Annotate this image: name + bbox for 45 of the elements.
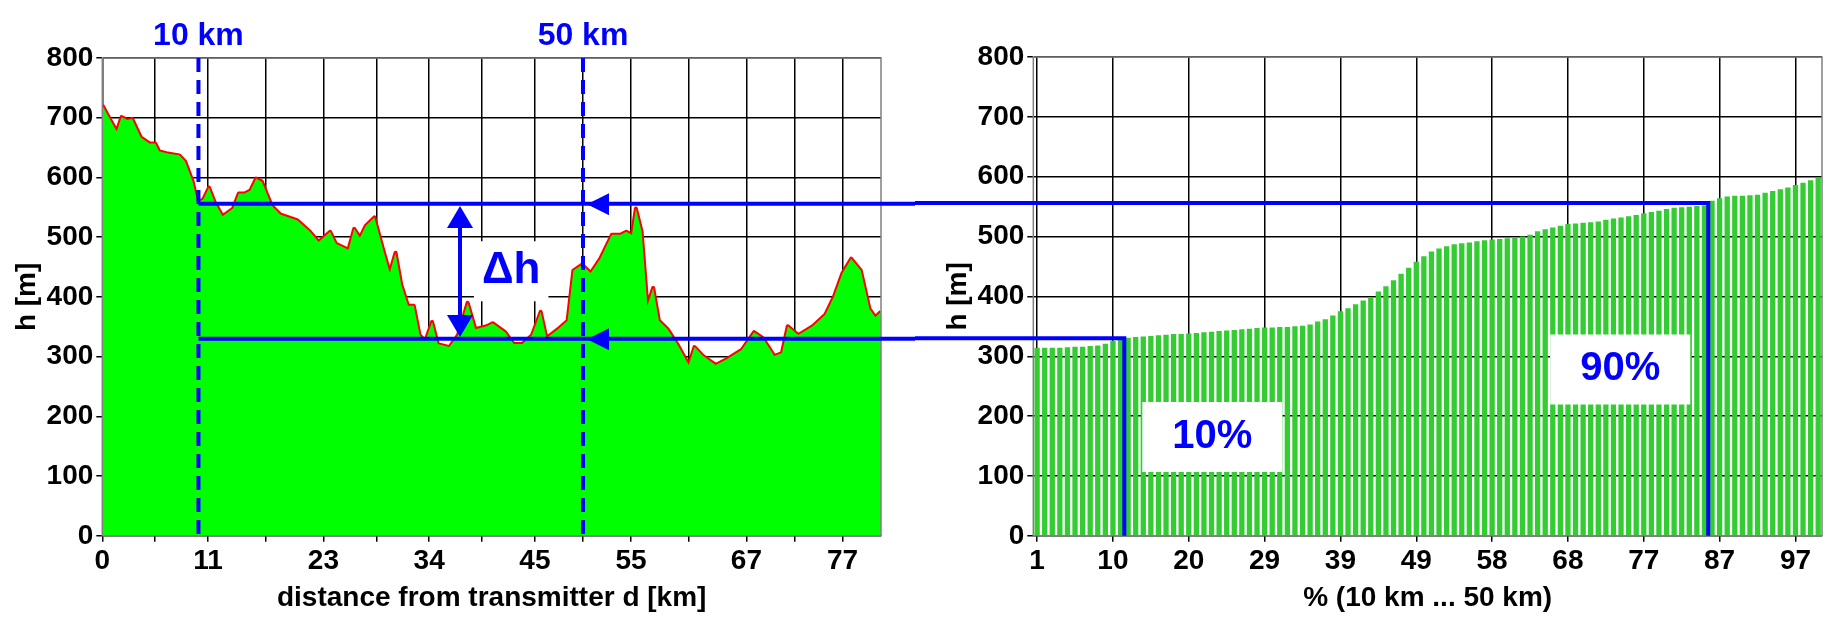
x-tick-label: 77 xyxy=(826,544,859,576)
x-tick-label: 34 xyxy=(413,544,446,576)
y-tick-label: 700 xyxy=(46,100,94,132)
x-tick-label: 1 xyxy=(1029,544,1045,576)
y-axis-title: h [m] xyxy=(9,262,41,332)
x-tick-label: 45 xyxy=(519,544,551,576)
x-tick-label: 10 xyxy=(1097,544,1129,576)
x-tick-label: 29 xyxy=(1249,544,1281,576)
y-tick-label: 400 xyxy=(46,279,94,311)
x-tick-label: 49 xyxy=(1400,544,1432,576)
annotation: 10% xyxy=(1172,412,1253,457)
y-tick-label: 800 xyxy=(46,40,94,72)
y-axis-title: h [m] xyxy=(940,262,972,331)
y-tick-label: 500 xyxy=(977,219,1025,251)
ref-line-label: 50 km xyxy=(537,15,629,52)
x-axis-title: distance from transmitter d [km] xyxy=(276,580,707,612)
x-axis-title: % (10 km ... 50 km) xyxy=(1303,580,1553,612)
x-tick-label: 77 xyxy=(1628,544,1660,576)
y-tick-label: 200 xyxy=(977,398,1025,430)
x-tick-label: 23 xyxy=(307,544,339,576)
x-tick-label: 11 xyxy=(193,544,223,576)
y-tick-label: 400 xyxy=(977,279,1025,311)
y-tick-label: 0 xyxy=(1008,518,1025,550)
x-tick-label: 55 xyxy=(615,544,647,576)
y-tick-label: 300 xyxy=(46,339,94,371)
y-tick-label: 0 xyxy=(77,518,94,550)
y-tick-label: 100 xyxy=(46,458,94,490)
x-tick-label: 39 xyxy=(1324,544,1357,576)
y-tick-label: 800 xyxy=(977,39,1025,71)
x-tick-label: 67 xyxy=(730,544,762,576)
x-tick-label: 58 xyxy=(1476,544,1508,576)
annotation: 90% xyxy=(1580,344,1661,389)
y-tick-label: 300 xyxy=(977,338,1025,370)
x-tick-label: 20 xyxy=(1173,544,1205,576)
y-tick-label: 600 xyxy=(46,160,94,192)
ref-line-label: 10 km xyxy=(153,15,244,52)
x-tick-label: 97 xyxy=(1779,544,1812,576)
y-tick-label: 500 xyxy=(46,219,94,251)
y-tick-label: 100 xyxy=(977,458,1025,490)
y-tick-label: 200 xyxy=(46,399,94,431)
annotation: Δh xyxy=(481,243,541,293)
y-tick-label: 600 xyxy=(977,159,1025,191)
x-tick-label: 87 xyxy=(1704,544,1736,576)
x-tick-label: 68 xyxy=(1552,544,1584,576)
y-tick-label: 700 xyxy=(977,99,1025,131)
